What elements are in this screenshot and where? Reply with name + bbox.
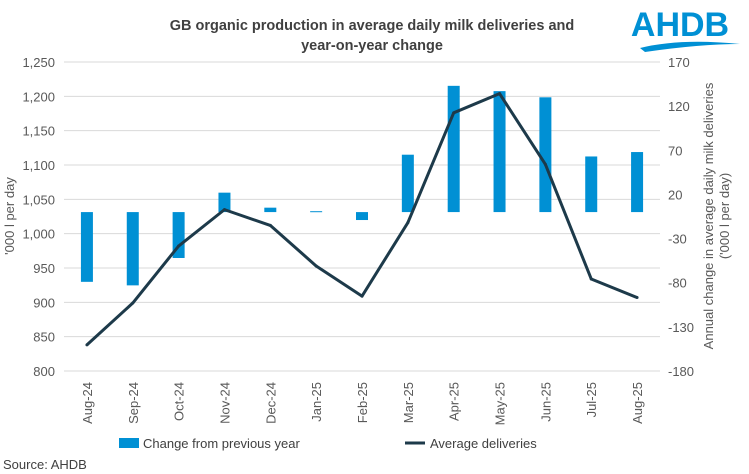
logo-text: AHDB xyxy=(631,6,729,44)
ahdb-logo: AHDB xyxy=(631,6,740,52)
line-point-Sep-24 xyxy=(131,301,135,305)
line-point-Jun-25 xyxy=(543,162,547,166)
chart-title-line-1: GB organic production in average daily m… xyxy=(170,18,575,34)
line-point-Oct-24 xyxy=(177,244,181,248)
line-point-May-25 xyxy=(498,92,502,96)
y-tick-label: 800 xyxy=(33,364,55,379)
y-tick-label: 1,000 xyxy=(22,227,55,242)
bar-Aug-24 xyxy=(80,212,93,282)
line-point-Aug-25 xyxy=(635,296,639,300)
line-point-Feb-25 xyxy=(360,294,364,298)
y-tick-label: 1,050 xyxy=(22,192,55,207)
y-tick-label: 1,250 xyxy=(22,55,55,70)
x-tick-label: Jan-25 xyxy=(309,382,324,422)
y2-tick-label: 170 xyxy=(668,55,690,70)
y2-tick-label: 20 xyxy=(668,187,682,202)
y2-tick-label: -180 xyxy=(668,364,694,379)
x-tick-label: Jun-25 xyxy=(538,382,553,422)
x-tick-label: Oct-24 xyxy=(172,382,187,421)
line-point-Mar-25 xyxy=(406,221,410,225)
y2-axis-label-line-1: Annual change in average daily milk deli… xyxy=(701,82,716,349)
x-tick-label: Nov-24 xyxy=(217,382,232,424)
legend-bar-label: Change from previous year xyxy=(143,436,300,451)
x-tick-label: Feb-25 xyxy=(355,382,370,423)
bar-Dec-24 xyxy=(264,207,277,213)
legend: Change from previous year Average delive… xyxy=(119,436,537,451)
x-tick-label: Apr-25 xyxy=(447,382,462,421)
y-tick-label: 1,100 xyxy=(22,158,55,173)
x-tick-label: Aug-24 xyxy=(80,382,95,424)
x-tick-label: May-25 xyxy=(493,382,508,425)
legend-bar-swatch xyxy=(119,438,139,448)
x-tick-label: Sep-24 xyxy=(126,382,141,424)
y-tick-label: 950 xyxy=(33,261,55,276)
x-tick-label: Dec-24 xyxy=(263,382,278,424)
y2-tick-label: 120 xyxy=(668,99,690,114)
y2-axis-label-line-2: ('000 l per day) xyxy=(717,173,732,259)
y-tick-label: 1,200 xyxy=(22,89,55,104)
x-tick-label: Aug-25 xyxy=(630,382,645,424)
line-point-Nov-24 xyxy=(222,208,226,212)
line-point-Dec-24 xyxy=(268,223,272,227)
source-note: Source: AHDB xyxy=(3,457,87,472)
x-tick-label: Jul-25 xyxy=(584,382,599,417)
y2-tick-label: -80 xyxy=(668,276,687,291)
chart-title-line-2: year-on-year change xyxy=(301,38,443,54)
bar-Jan-25 xyxy=(310,211,323,213)
bar-Nov-24 xyxy=(218,192,231,213)
y-tick-label: 850 xyxy=(33,330,55,345)
y-tick-label: 1,150 xyxy=(22,124,55,139)
y2-tick-label: 70 xyxy=(668,143,682,158)
line-point-Jan-25 xyxy=(314,264,318,268)
line-point-Apr-25 xyxy=(452,111,456,115)
line-point-Aug-24 xyxy=(85,343,89,347)
line-point-Jul-25 xyxy=(589,277,593,281)
logo-wave xyxy=(640,41,740,52)
legend-line-label: Average deliveries xyxy=(430,436,537,451)
y2-tick-label: -30 xyxy=(668,232,687,247)
y2-tick-label: -130 xyxy=(668,320,694,335)
bar-Oct-24 xyxy=(172,212,185,258)
x-tick-label: Mar-25 xyxy=(401,382,416,423)
bar-Jul-25 xyxy=(585,156,598,213)
bar-Feb-25 xyxy=(356,212,368,221)
y-tick-label: 900 xyxy=(33,295,55,310)
bar-Apr-25 xyxy=(447,85,460,213)
bar-Jun-25 xyxy=(539,97,552,213)
bar-Aug-25 xyxy=(631,152,644,213)
bar-May-25 xyxy=(493,91,506,213)
bar-Sep-24 xyxy=(126,212,139,286)
bar-Mar-25 xyxy=(401,154,414,213)
y-axis-label: '000 l per day xyxy=(2,177,17,255)
